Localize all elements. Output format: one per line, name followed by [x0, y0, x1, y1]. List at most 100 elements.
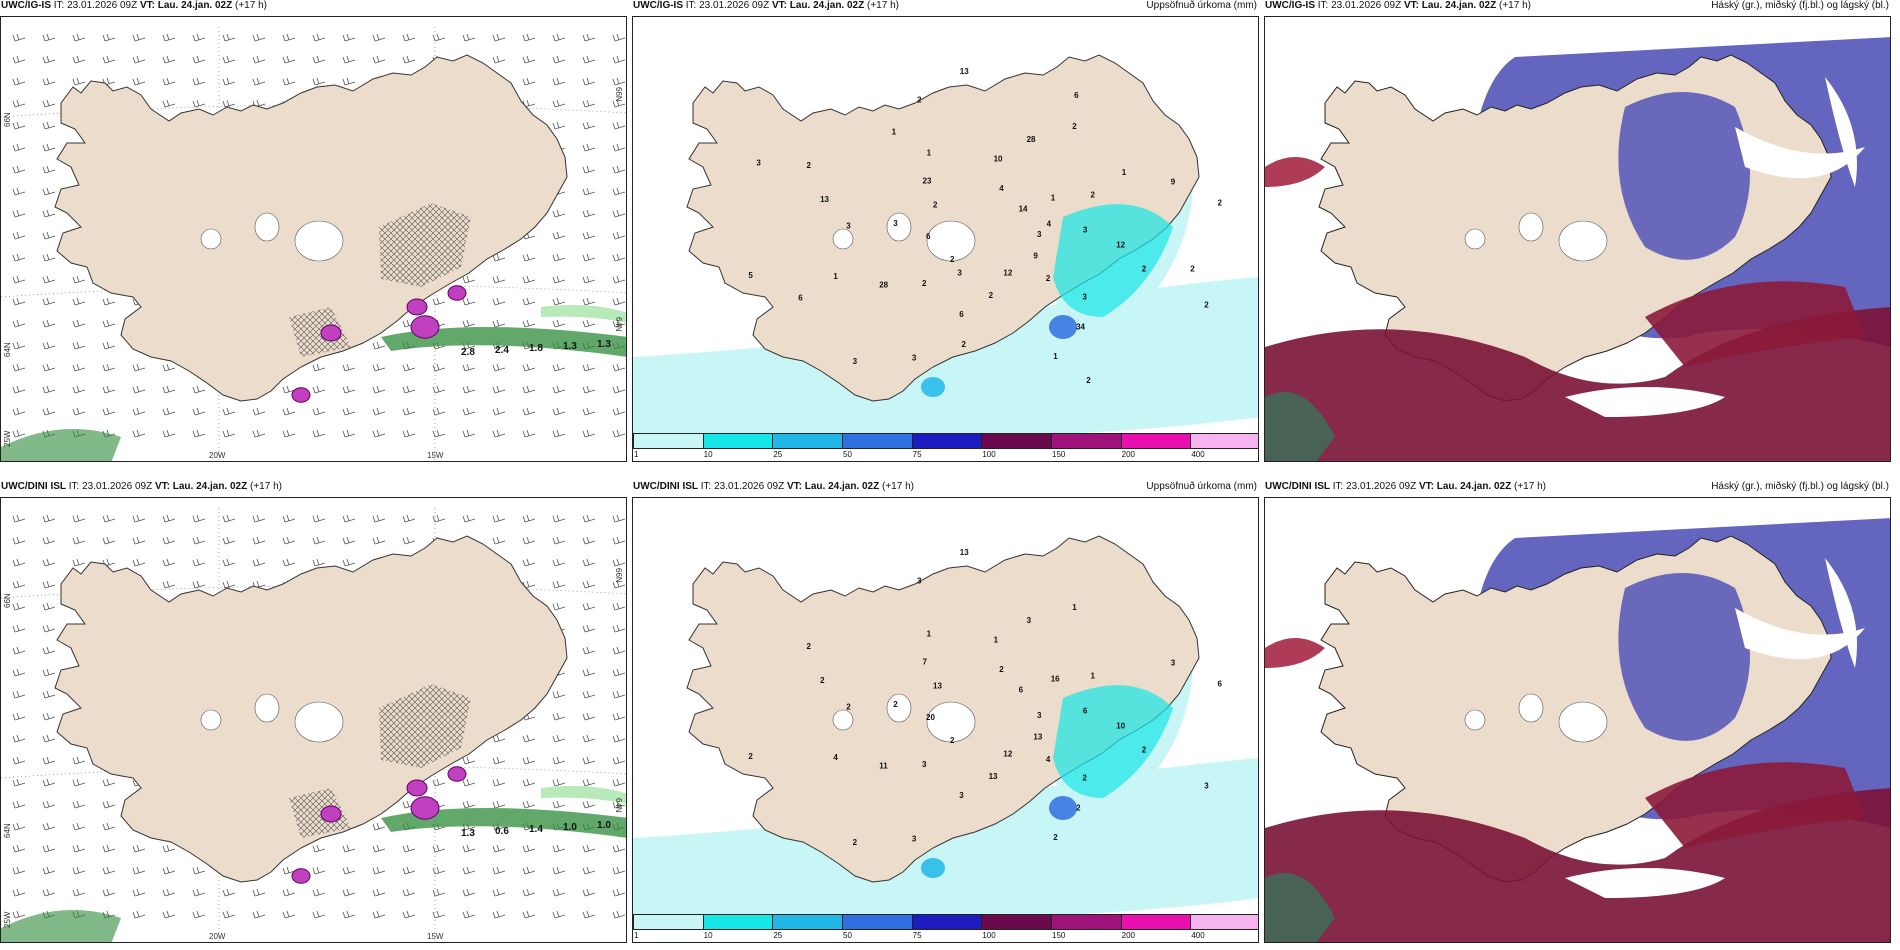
wind-barb	[492, 536, 506, 545]
wind-barb	[402, 536, 416, 545]
high-cloud	[1265, 157, 1325, 187]
colorbar-swatch	[842, 433, 913, 449]
wind-barb	[42, 319, 56, 328]
wind-barb	[102, 888, 116, 897]
wind-barb	[42, 407, 56, 416]
wind-barb	[162, 33, 176, 42]
wind-barb	[612, 187, 626, 196]
wind-barb	[402, 429, 416, 438]
wind-barb	[462, 866, 476, 875]
wind-barb	[282, 55, 296, 64]
colorbar-swatch	[772, 914, 843, 930]
wind-barb	[222, 55, 236, 64]
wind-barb	[42, 734, 56, 743]
wind-barb	[252, 910, 266, 919]
wind-barb	[582, 800, 596, 809]
wind-barb	[582, 866, 596, 875]
panel-precip-dini: UWC/DINI ISL IT: 23.01.2026 09Z VT: Lau.…	[632, 481, 1259, 943]
precip-value-label: 6	[959, 310, 964, 319]
wind-barb	[132, 385, 146, 394]
wind-barb	[42, 385, 56, 394]
precip-value-label: 2	[1086, 376, 1091, 385]
precip-value-label: 3	[1037, 711, 1042, 720]
wind-barb	[162, 536, 176, 545]
wind-barb	[72, 514, 86, 523]
wind-barb	[612, 514, 626, 523]
panel-precip-ig: UWC/IG-IS IT: 23.01.2026 09Z VT: Lau. 24…	[632, 0, 1259, 462]
wind-value-label: 1.4	[529, 824, 543, 835]
wind-barb	[312, 558, 326, 567]
wind-barb	[72, 55, 86, 64]
wind-barb	[612, 385, 626, 394]
wind-value-label: 2.8	[461, 347, 475, 358]
wind-barb	[102, 866, 116, 875]
wind-barb	[372, 866, 386, 875]
wind-barb	[42, 756, 56, 765]
wind-barb	[192, 558, 206, 567]
wind-barb	[372, 910, 386, 919]
precip-value-label: 2	[820, 676, 825, 685]
precip-value-label: 3	[1037, 230, 1042, 239]
hatched-area	[379, 684, 471, 768]
wind-barb	[102, 341, 116, 350]
lon-label: 15W	[427, 451, 444, 460]
lon-label: 25W	[3, 911, 12, 928]
precip-value-label: 2	[1091, 191, 1096, 200]
wind-barb	[612, 165, 626, 174]
wind-barb	[612, 143, 626, 152]
wind-barb	[492, 33, 506, 42]
wind-barb	[552, 385, 566, 394]
wind-barb	[192, 429, 206, 438]
cloud-title: Háský (gr.), miðský (fj.bl.) og lágský (…	[1711, 0, 1889, 11]
wind-barb	[72, 363, 86, 372]
wind-barb	[432, 33, 446, 42]
wind-barb	[492, 55, 506, 64]
precip-value-label: 1	[1051, 194, 1056, 203]
precip-value-label: 2	[962, 340, 967, 349]
precip-value-label: 9	[1033, 252, 1038, 261]
wind-barb	[372, 514, 386, 523]
precip-value-label: 13	[933, 681, 942, 690]
wind-barb	[612, 319, 626, 328]
panel-cloud-dini: UWC/DINI ISL IT: 23.01.2026 09Z VT: Lau.…	[1264, 481, 1891, 943]
wind-barb	[342, 514, 356, 523]
wind-barb	[42, 536, 56, 545]
colorbar-tick: 25	[773, 450, 783, 459]
wind-barb	[132, 910, 146, 919]
wind-barb	[102, 536, 116, 545]
precip-value-label: 4	[1047, 220, 1052, 229]
precip-value-label: 2	[1072, 122, 1077, 131]
colorbar-swatch	[1190, 914, 1258, 930]
wind-barb	[312, 536, 326, 545]
precip-value-label: 3	[912, 834, 917, 843]
wind-barb	[132, 888, 146, 897]
wind-barb	[582, 385, 596, 394]
wind-barb	[42, 33, 56, 42]
wind-barb	[102, 844, 116, 853]
wind-barb	[162, 363, 176, 372]
wind-barb	[162, 910, 176, 919]
wind-barb	[372, 844, 386, 853]
glacier-vatnajokull	[926, 701, 976, 743]
precip-value-label: 3	[853, 357, 858, 366]
precip-value-label: 1	[1091, 672, 1096, 681]
colorbar-tick: 50	[843, 450, 852, 459]
colorbar-tick: 150	[1052, 931, 1066, 940]
wind-barb	[162, 866, 176, 875]
wind-barb	[252, 407, 266, 416]
wind-barb	[522, 866, 536, 875]
wind-barb	[372, 822, 386, 831]
wind-barb	[402, 55, 416, 64]
wind-barb	[582, 778, 596, 787]
wind-barb	[162, 99, 176, 108]
precip-value-label: 3	[917, 577, 922, 586]
wind-barb	[222, 99, 236, 108]
wind-barb	[102, 297, 116, 306]
wind-barb	[42, 253, 56, 262]
wind-barb	[282, 514, 296, 523]
wind-barb	[582, 297, 596, 306]
colorbar-tick: 50	[843, 931, 852, 940]
wind-barb	[552, 77, 566, 86]
wind-barb	[582, 429, 596, 438]
wind-barb	[612, 275, 626, 284]
